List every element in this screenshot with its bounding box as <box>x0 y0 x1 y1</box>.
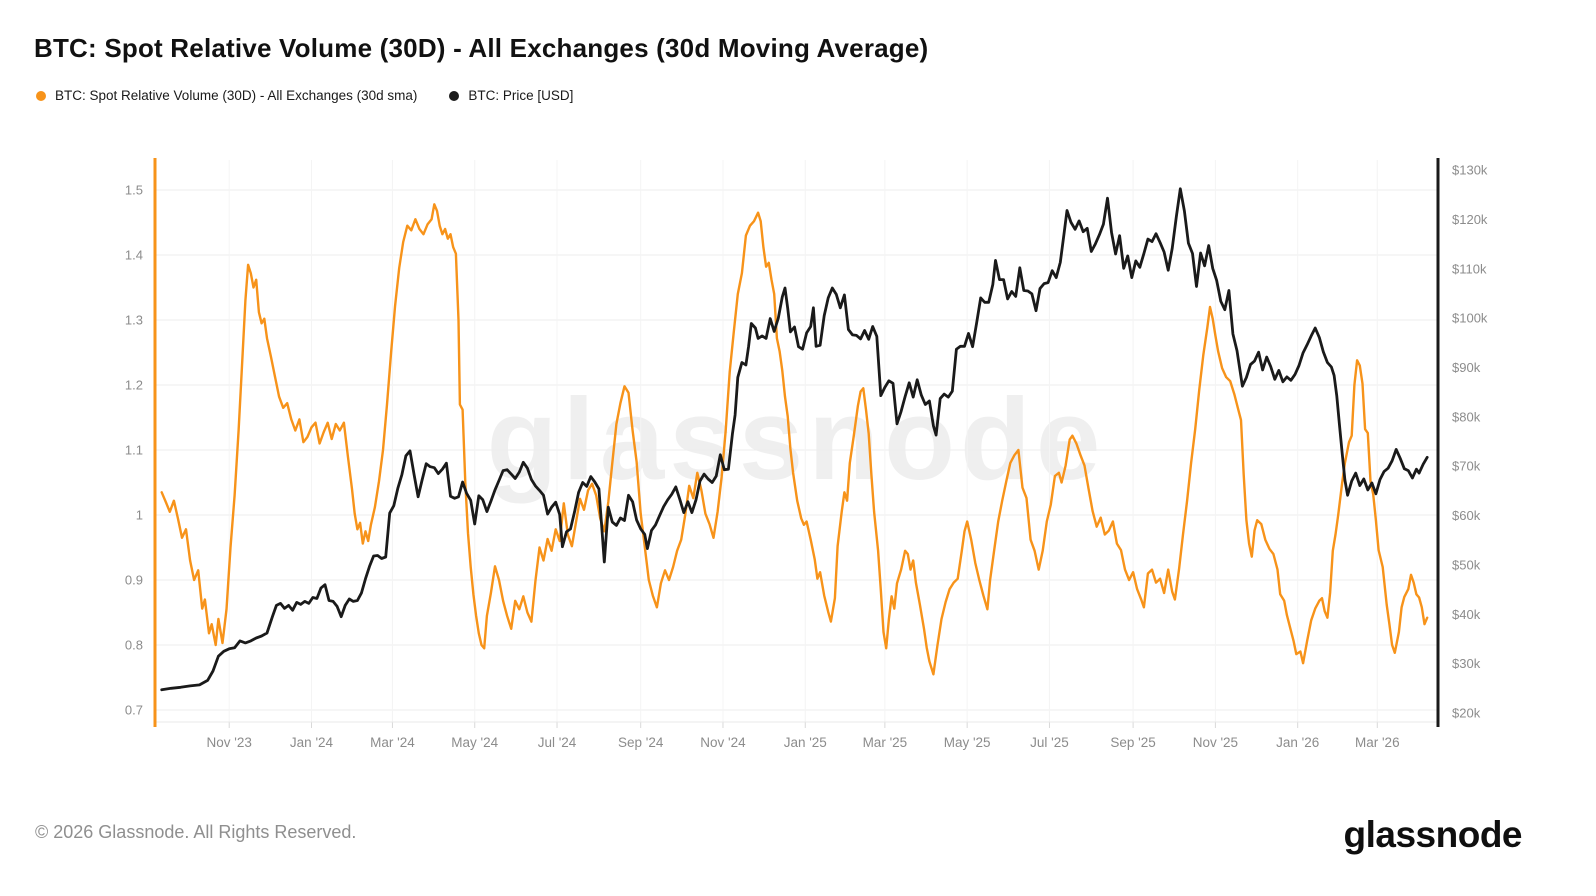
x-axis-tick-label: Nov '24 <box>700 735 746 750</box>
x-axis-tick-label: Jan '26 <box>1276 735 1319 750</box>
x-axis-tick-label: May '24 <box>451 735 498 750</box>
x-axis-tick-label: Mar '26 <box>1355 735 1400 750</box>
right-axis-tick-label: $50k <box>1452 557 1481 572</box>
right-axis-tick-label: $120k <box>1452 212 1488 227</box>
x-axis-tick-label: Jan '24 <box>290 735 334 750</box>
legend-label-price: BTC: Price [USD] <box>468 88 574 103</box>
left-axis-tick-label: 0.9 <box>125 573 143 588</box>
left-axis-tick-label: 1 <box>136 508 143 523</box>
right-axis-tick-label: $100k <box>1452 311 1488 326</box>
right-axis-tick-label: $110k <box>1452 261 1487 276</box>
legend-item-price[interactable]: BTC: Price [USD] <box>449 88 573 103</box>
relative-volume-line <box>160 203 1429 676</box>
right-axis-tick-label: $80k <box>1452 409 1481 424</box>
x-axis-tick-label: Sep '25 <box>1110 735 1155 750</box>
plot-area[interactable] <box>155 160 1438 727</box>
price-line <box>160 187 1429 692</box>
right-axis-line <box>1436 158 1440 727</box>
left-axis-tick-label: 1.2 <box>125 378 143 393</box>
x-axis-tick-label: Nov '25 <box>1193 735 1238 750</box>
black-series-dot-icon <box>449 90 460 101</box>
x-axis-tick-label: Mar '24 <box>370 735 415 750</box>
x-axis-tick-label: Jan '25 <box>784 735 827 750</box>
page-title: BTC: Spot Relative Volume (30D) - All Ex… <box>34 33 929 63</box>
left-axis-tick-label: 0.8 <box>125 638 143 653</box>
copyright-text: © 2026 Glassnode. All Rights Reserved. <box>35 822 357 842</box>
right-axis-tick-label: $20k <box>1452 706 1481 721</box>
left-axis-line <box>153 158 157 727</box>
x-axis-tick-label: Jul '25 <box>1030 735 1069 750</box>
orange-series-dot-icon <box>36 90 46 101</box>
left-axis-tick-label: 1.5 <box>125 183 143 198</box>
left-axis-tick-label: 1.3 <box>125 313 143 328</box>
legend-label-relative-volume: BTC: Spot Relative Volume (30D) - All Ex… <box>55 88 418 103</box>
right-axis-tick-label: $70k <box>1452 459 1481 474</box>
x-axis-tick-label: Mar '25 <box>863 735 908 750</box>
right-axis-tick-label: $60k <box>1452 508 1481 523</box>
x-axis-tick-label: Nov '23 <box>207 735 252 750</box>
x-axis-tick-label: Jul '24 <box>538 735 577 750</box>
legend-item-relative-volume[interactable]: BTC: Spot Relative Volume (30D) - All Ex… <box>36 88 417 103</box>
left-axis-tick-label: 1.1 <box>125 443 143 458</box>
right-axis-tick-label: $40k <box>1452 607 1481 622</box>
right-axis-tick-label: $90k <box>1452 360 1481 375</box>
left-axis-tick-label: 1.4 <box>125 248 143 263</box>
left-axis-tick-label: 0.7 <box>125 703 143 718</box>
glassnode-logo: glassnode <box>1343 814 1523 855</box>
x-axis-tick-label: Sep '24 <box>618 735 664 750</box>
right-axis-tick-label: $30k <box>1452 656 1481 671</box>
chart-legend: BTC: Spot Relative Volume (30D) - All Ex… <box>36 88 573 103</box>
right-axis-tick-label: $130k <box>1452 163 1488 178</box>
x-axis-tick-label: May '25 <box>944 735 991 750</box>
